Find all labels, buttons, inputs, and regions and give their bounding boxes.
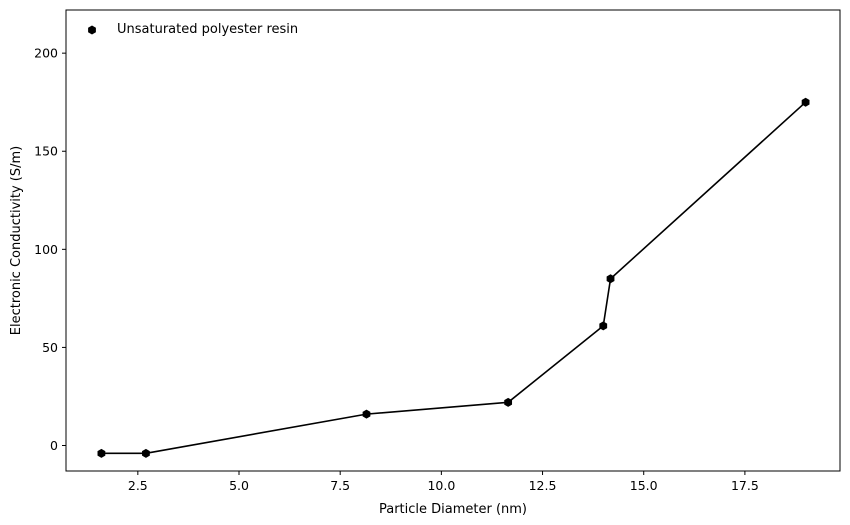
y-tick-label: 0 xyxy=(50,438,58,453)
plot-layer xyxy=(97,97,810,458)
x-tick-label: 10.0 xyxy=(427,478,455,493)
y-tick-label: 150 xyxy=(34,144,58,159)
legend: Unsaturated polyester resin xyxy=(88,22,298,37)
x-tick-label: 7.5 xyxy=(330,478,350,493)
y-tick-label: 200 xyxy=(34,46,58,61)
data-point xyxy=(801,97,810,107)
x-axis-label: Particle Diameter (nm) xyxy=(379,502,527,517)
data-point xyxy=(504,397,513,407)
legend-marker-hexagon xyxy=(88,25,96,35)
x-tick-label: 15.0 xyxy=(630,478,658,493)
data-point xyxy=(362,409,371,419)
legend-marker xyxy=(88,25,96,35)
x-tick-label: 17.5 xyxy=(731,478,759,493)
ticks-layer: 2.5 5.0 7.5 10.0 12.5 15.0 17.5 0 50 100 150 200 xyxy=(34,46,759,493)
y-tick-label: 50 xyxy=(42,340,58,355)
plot-frame xyxy=(65,9,841,472)
y-tick-label: 100 xyxy=(34,242,58,257)
data-point xyxy=(606,274,615,284)
y-axis-label: Electronic Conductivity (S/m) xyxy=(9,146,24,336)
x-tick-label: 5.0 xyxy=(229,478,249,493)
x-tick-label: 12.5 xyxy=(529,478,557,493)
data-point xyxy=(142,448,150,458)
data-point xyxy=(599,321,608,331)
x-tick-label: 2.5 xyxy=(128,478,148,493)
legend-label: Unsaturated polyester resin xyxy=(117,22,298,37)
data-point xyxy=(97,448,106,458)
